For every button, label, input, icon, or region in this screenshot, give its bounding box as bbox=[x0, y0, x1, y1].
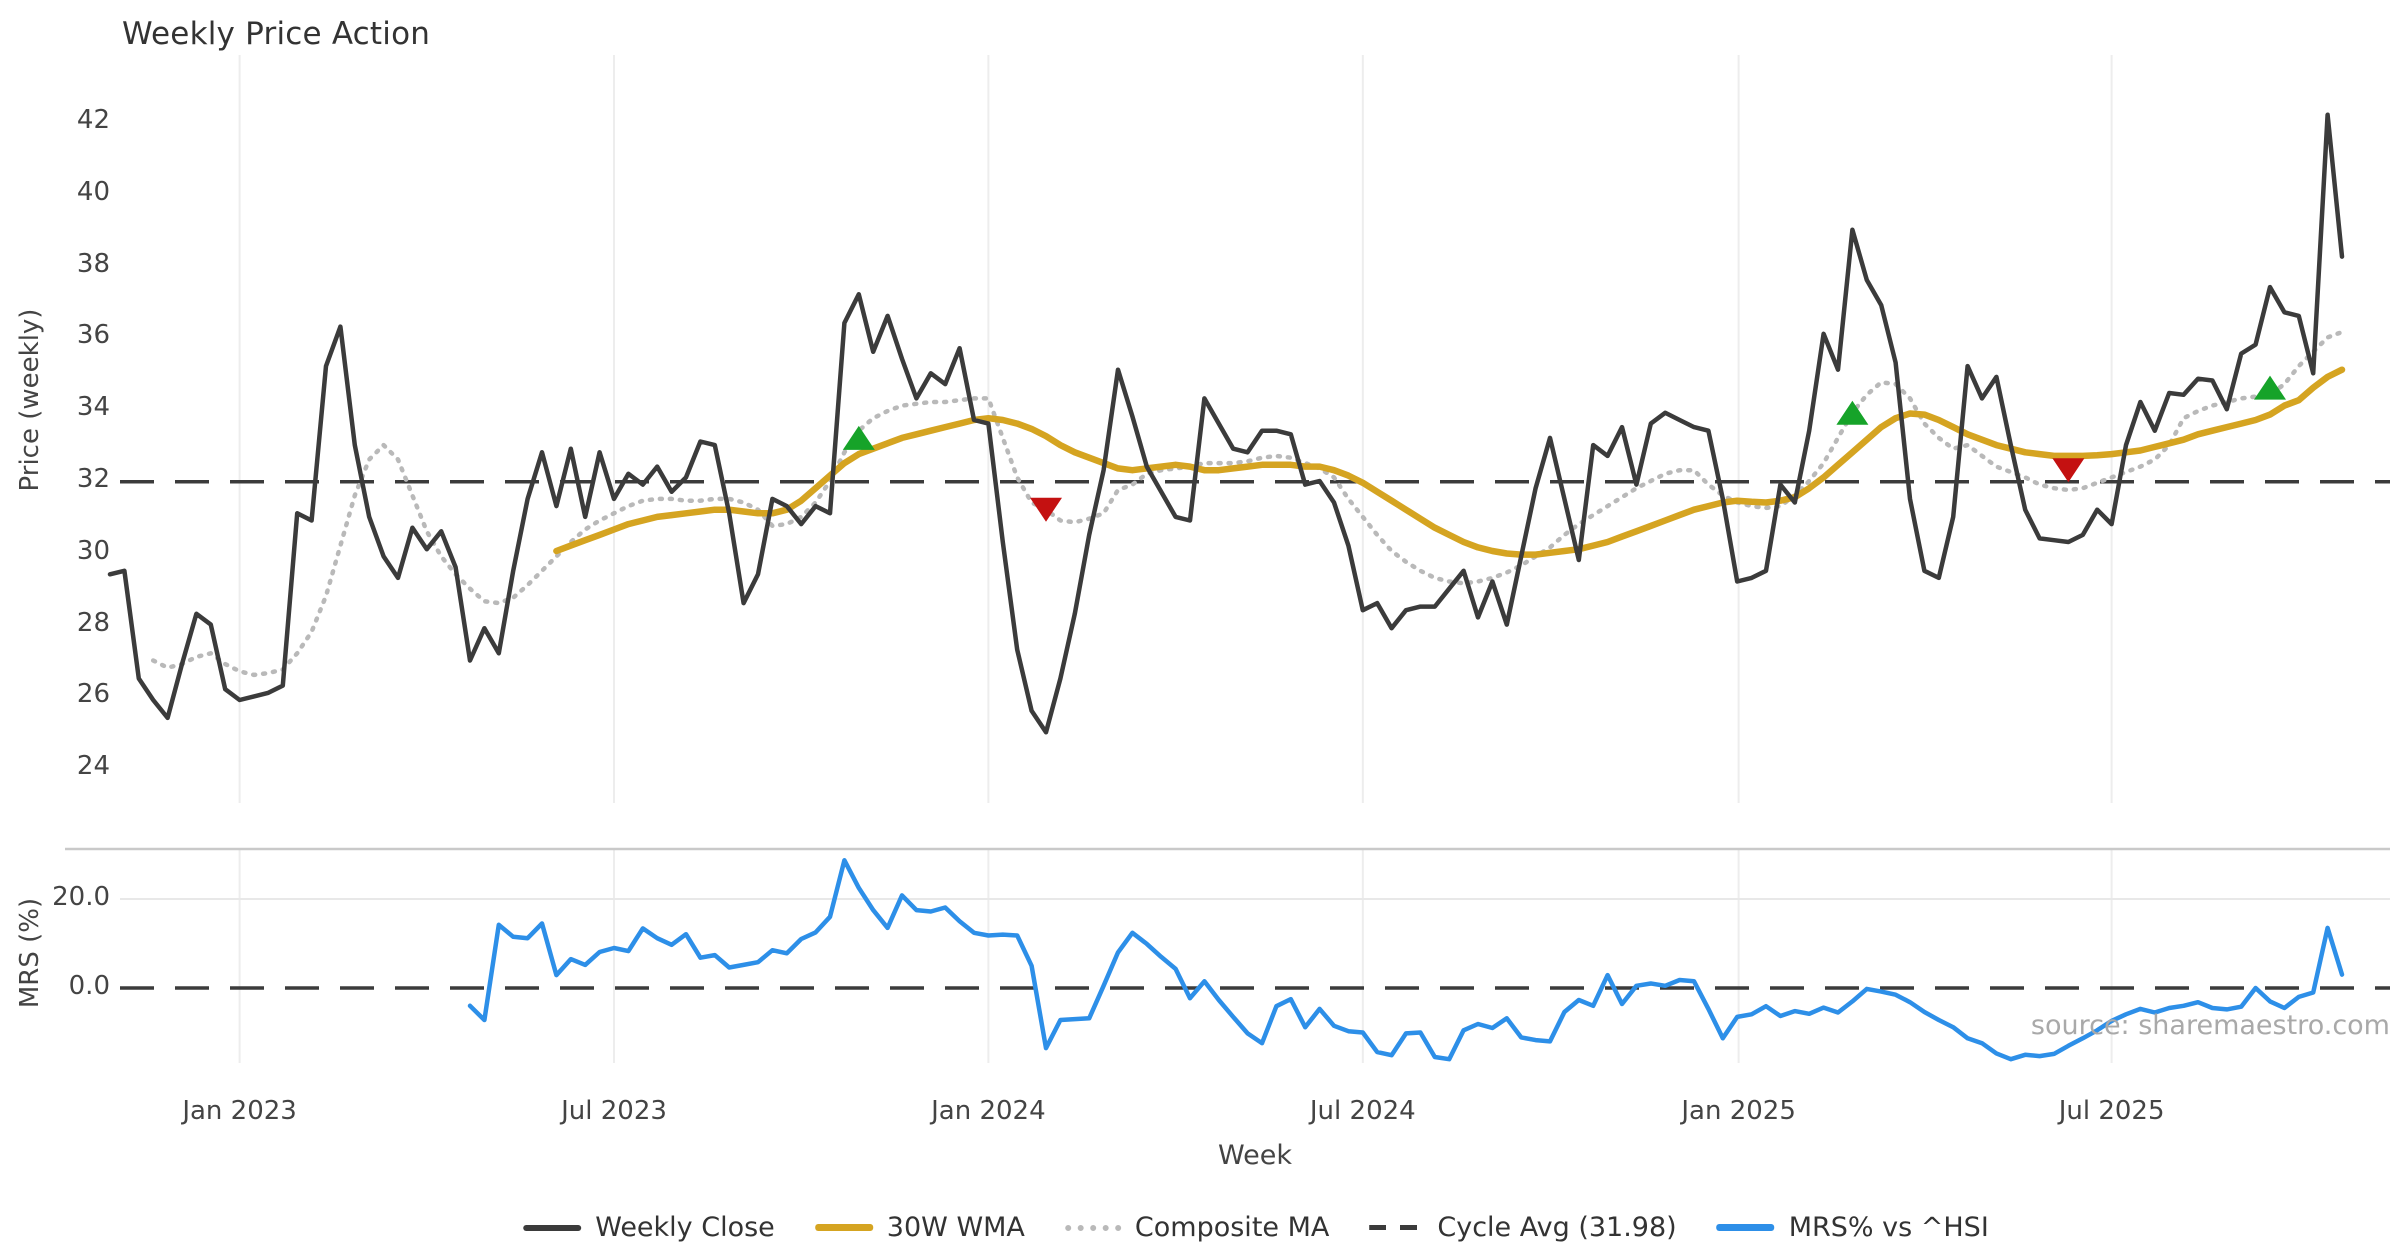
wma-swatch-icon bbox=[814, 1224, 873, 1231]
x-tick-label: Jul 2024 bbox=[1309, 1096, 1416, 1126]
x-tick-label: Jul 2023 bbox=[561, 1096, 667, 1126]
price-y-tick-label: 28 bbox=[76, 607, 110, 638]
price-y-tick-label: 32 bbox=[76, 464, 110, 494]
legend-item-cycle-avg[interactable]: Cycle Avg (31.98) bbox=[1369, 1212, 1677, 1243]
buy-signal-triangle-icon bbox=[2254, 375, 2286, 400]
legend-item-composite-ma[interactable]: Composite MA bbox=[1064, 1212, 1330, 1243]
weekly-close-line bbox=[107, 112, 2345, 735]
x-tick-label: Jan 2023 bbox=[182, 1096, 297, 1126]
x-tick-label: Jul 2025 bbox=[2058, 1096, 2165, 1126]
price-y-tick-label: 26 bbox=[76, 679, 110, 710]
price-y-tick-label: 38 bbox=[76, 248, 110, 279]
price-y-tick-label: 42 bbox=[76, 105, 110, 135]
price-y-tick-label: 40 bbox=[76, 176, 110, 207]
mrs-y-tick-label: 20.0 bbox=[52, 882, 110, 912]
30w-wma-line bbox=[553, 366, 2346, 558]
price-y-tick-label: 34 bbox=[76, 392, 110, 423]
source-watermark: source: sharemaestro.com bbox=[2030, 1010, 2390, 1041]
price-y-tick-label: 36 bbox=[76, 320, 110, 351]
legend-label-composite-ma: Composite MA bbox=[1134, 1212, 1330, 1243]
x-axis-title: Week bbox=[1218, 1140, 1292, 1171]
cycle-avg-swatch-icon bbox=[1369, 1225, 1424, 1230]
legend-label-30w-wma: 30W WMA bbox=[886, 1212, 1025, 1243]
x-tick-label: Jan 2025 bbox=[1681, 1096, 1796, 1126]
mrs-vs-hsi-line bbox=[467, 858, 2345, 1062]
sell-signal-triangle-icon bbox=[2052, 458, 2085, 483]
legend-label-weekly-close: Weekly Close bbox=[595, 1212, 775, 1243]
legend-label-cycle-avg: Cycle Avg (31.98) bbox=[1437, 1212, 1677, 1243]
sell-signal-triangle-icon bbox=[1030, 497, 1062, 522]
chart-title: Weekly Price Action bbox=[122, 16, 431, 52]
price-y-tick-label: 24 bbox=[76, 751, 110, 782]
weekly-close-swatch-icon bbox=[523, 1224, 582, 1231]
x-tick-label: Jan 2024 bbox=[931, 1096, 1046, 1126]
mrs-y-tick-label: 0.0 bbox=[68, 971, 110, 1001]
buy-signal-triangle-icon bbox=[842, 425, 875, 450]
legend-item-mrs[interactable]: MRS% vs ^HSI bbox=[1716, 1212, 1989, 1243]
buy-signal-triangle-icon bbox=[1836, 400, 1869, 425]
composite-ma-swatch-icon bbox=[1064, 1224, 1121, 1231]
mrs-swatch-icon bbox=[1716, 1224, 1775, 1231]
legend-label-mrs: MRS% vs ^HSI bbox=[1788, 1212, 1989, 1243]
price-y-tick-label: 30 bbox=[76, 535, 110, 566]
composite-ma-line bbox=[150, 329, 2345, 678]
legend-item-30w-wma[interactable]: 30W WMA bbox=[814, 1212, 1025, 1243]
legend: Weekly Close 30W WMA Composite MA Cycle … bbox=[523, 1212, 1989, 1243]
legend-item-weekly-close[interactable]: Weekly Close bbox=[523, 1212, 775, 1243]
